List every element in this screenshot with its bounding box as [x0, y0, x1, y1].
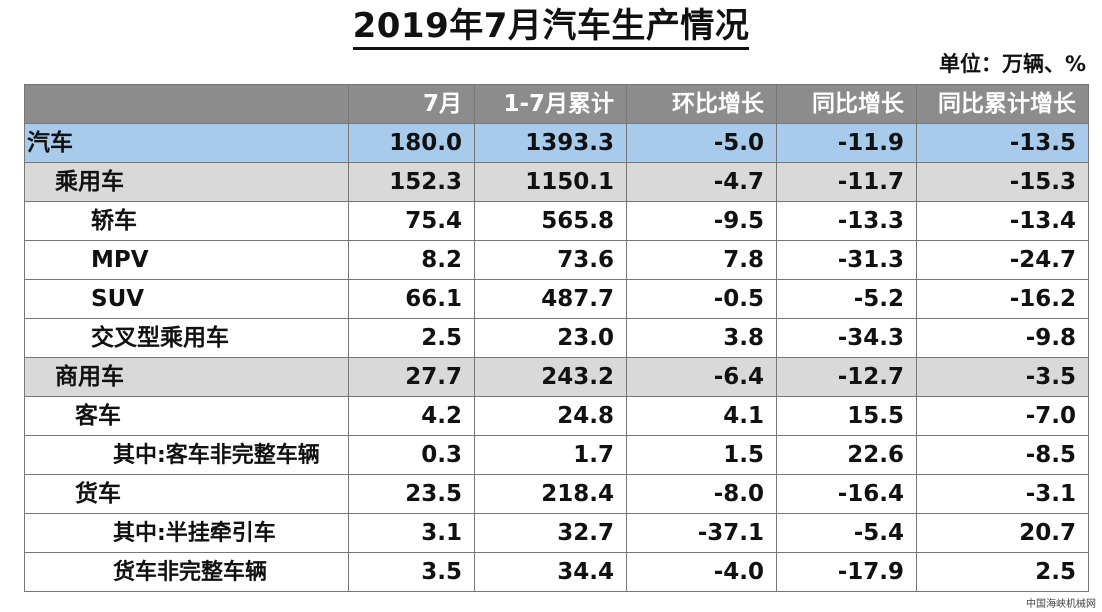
- value-cell: 1.5: [626, 435, 777, 475]
- value-cell: -16.4: [776, 474, 917, 514]
- header-cell: 环比增长: [626, 84, 777, 124]
- value-cell: 34.4: [474, 552, 627, 592]
- row-label: SUV: [24, 279, 349, 319]
- row-label: 其中:客车非完整车辆: [24, 435, 349, 475]
- value-cell: 24.8: [474, 396, 627, 436]
- header-cell: 1-7月累计: [474, 84, 627, 124]
- table-row: 交叉型乘用车 2.5 23.0 3.8 -34.3 -9.8: [24, 318, 1089, 358]
- table-row: MPV 8.2 73.6 7.8 -31.3 -24.7: [24, 240, 1089, 280]
- value-cell: -15.3: [916, 162, 1089, 202]
- value-cell: -0.5: [626, 279, 777, 319]
- page-title-text: 2019年7月汽车生产情况: [352, 6, 750, 50]
- value-cell: -13.5: [916, 123, 1089, 163]
- value-cell: 3.8: [626, 318, 777, 358]
- row-label: 交叉型乘用车: [24, 318, 349, 358]
- value-cell: 2.5: [348, 318, 475, 358]
- value-cell: 565.8: [474, 201, 627, 241]
- row-label: 汽车: [24, 123, 349, 163]
- value-cell: 1.7: [474, 435, 627, 475]
- value-cell: 152.3: [348, 162, 475, 202]
- value-cell: -11.7: [776, 162, 917, 202]
- table-body: 汽车 180.0 1393.3 -5.0 -11.9 -13.5 乘用车 152.3 1150.…: [24, 123, 1089, 592]
- value-cell: -3.1: [916, 474, 1089, 514]
- table-row: 其中:半挂牵引车 3.1 32.7 -37.1 -5.4 20.7: [24, 513, 1089, 553]
- value-cell: -11.9: [776, 123, 917, 163]
- value-cell: -9.8: [916, 318, 1089, 358]
- value-cell: -24.7: [916, 240, 1089, 280]
- value-cell: -13.4: [916, 201, 1089, 241]
- table-row: 货车 23.5 218.4 -8.0 -16.4 -3.1: [24, 474, 1089, 514]
- value-cell: 4.2: [348, 396, 475, 436]
- value-cell: 3.5: [348, 552, 475, 592]
- value-cell: -34.3: [776, 318, 917, 358]
- value-cell: 23.5: [348, 474, 475, 514]
- value-cell: -16.2: [916, 279, 1089, 319]
- header-cell: 同比累计增长: [916, 84, 1089, 124]
- value-cell: 180.0: [348, 123, 475, 163]
- row-label: 乘用车: [24, 162, 349, 202]
- value-cell: -4.0: [626, 552, 777, 592]
- value-cell: 4.1: [626, 396, 777, 436]
- value-cell: -6.4: [626, 357, 777, 397]
- value-cell: 487.7: [474, 279, 627, 319]
- row-label: MPV: [24, 240, 349, 280]
- page-title: 2019年7月汽车生产情况: [0, 2, 1102, 50]
- value-cell: 1393.3: [474, 123, 627, 163]
- value-cell: -31.3: [776, 240, 917, 280]
- value-cell: -9.5: [626, 201, 777, 241]
- value-cell: 2.5: [916, 552, 1089, 592]
- value-cell: 15.5: [776, 396, 917, 436]
- value-cell: -37.1: [626, 513, 777, 553]
- table-header: 7月 1-7月累计 环比增长 同比增长 同比累计增长: [24, 84, 1089, 124]
- value-cell: 23.0: [474, 318, 627, 358]
- row-label: 商用车: [24, 357, 349, 397]
- value-cell: 32.7: [474, 513, 627, 553]
- value-cell: -13.3: [776, 201, 917, 241]
- header-row: 7月 1-7月累计 环比增长 同比增长 同比累计增长: [24, 84, 1089, 124]
- value-cell: -17.9: [776, 552, 917, 592]
- value-cell: 73.6: [474, 240, 627, 280]
- value-cell: -5.0: [626, 123, 777, 163]
- row-label: 客车: [24, 396, 349, 436]
- value-cell: 8.2: [348, 240, 475, 280]
- header-cell: 7月: [348, 84, 475, 124]
- value-cell: 75.4: [348, 201, 475, 241]
- value-cell: 1150.1: [474, 162, 627, 202]
- table-row: 货车非完整车辆 3.5 34.4 -4.0 -17.9 2.5: [24, 552, 1089, 592]
- value-cell: 20.7: [916, 513, 1089, 553]
- row-label: 其中:半挂牵引车: [24, 513, 349, 553]
- row-label: 轿车: [24, 201, 349, 241]
- watermark: 中国海峡机械网: [1026, 599, 1096, 610]
- table-row: 客车 4.2 24.8 4.1 15.5 -7.0: [24, 396, 1089, 436]
- table-row: 其中:客车非完整车辆 0.3 1.7 1.5 22.6 -8.5: [24, 435, 1089, 475]
- value-cell: 218.4: [474, 474, 627, 514]
- value-cell: 3.1: [348, 513, 475, 553]
- row-label: 货车: [24, 474, 349, 514]
- production-table: 7月 1-7月累计 环比增长 同比增长 同比累计增长 汽车 180.0 1393.3 -5.0…: [24, 84, 1089, 592]
- value-cell: -5.4: [776, 513, 917, 553]
- value-cell: -3.5: [916, 357, 1089, 397]
- value-cell: 7.8: [626, 240, 777, 280]
- value-cell: -4.7: [626, 162, 777, 202]
- row-label: 货车非完整车辆: [24, 552, 349, 592]
- value-cell: -7.0: [916, 396, 1089, 436]
- value-cell: 243.2: [474, 357, 627, 397]
- table-row: 轿车 75.4 565.8 -9.5 -13.3 -13.4: [24, 201, 1089, 241]
- header-cell-blank: [24, 84, 349, 124]
- value-cell: -12.7: [776, 357, 917, 397]
- value-cell: 0.3: [348, 435, 475, 475]
- value-cell: 27.7: [348, 357, 475, 397]
- unit-label: 单位：万辆、%: [938, 52, 1086, 76]
- table-row: 商用车 27.7 243.2 -6.4 -12.7 -3.5: [24, 357, 1089, 397]
- header-cell: 同比增长: [776, 84, 917, 124]
- table-row: 汽车 180.0 1393.3 -5.0 -11.9 -13.5: [24, 123, 1089, 163]
- value-cell: 22.6: [776, 435, 917, 475]
- value-cell: -8.0: [626, 474, 777, 514]
- value-cell: -5.2: [776, 279, 917, 319]
- table-row: SUV 66.1 487.7 -0.5 -5.2 -16.2: [24, 279, 1089, 319]
- value-cell: -8.5: [916, 435, 1089, 475]
- table-row: 乘用车 152.3 1150.1 -4.7 -11.7 -15.3: [24, 162, 1089, 202]
- value-cell: 66.1: [348, 279, 475, 319]
